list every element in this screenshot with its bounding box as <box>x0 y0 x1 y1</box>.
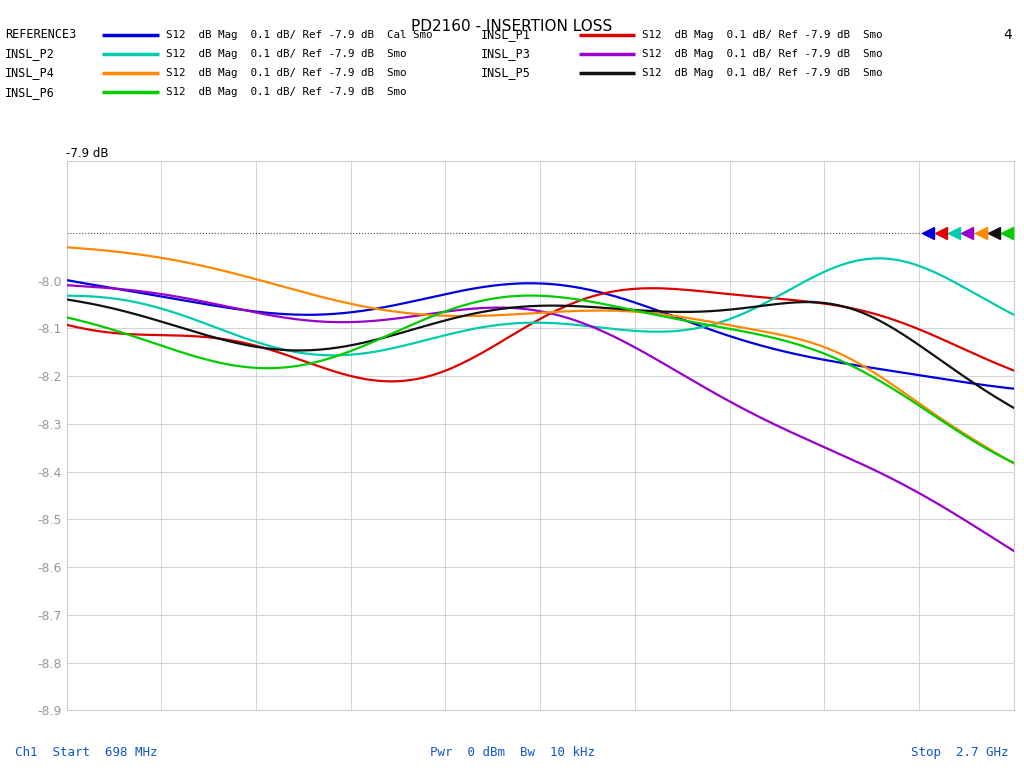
Text: Pwr  0 dBm  Bw  10 kHz: Pwr 0 dBm Bw 10 kHz <box>429 746 595 759</box>
Text: PD2160 - INSERTION LOSS: PD2160 - INSERTION LOSS <box>412 19 612 35</box>
Text: 4: 4 <box>1002 28 1012 41</box>
Text: INSL_P3: INSL_P3 <box>481 48 531 60</box>
Text: S12  dB Mag  0.1 dB/ Ref -7.9 dB  Smo: S12 dB Mag 0.1 dB/ Ref -7.9 dB Smo <box>166 87 407 98</box>
Text: S12  dB Mag  0.1 dB/ Ref -7.9 dB  Smo: S12 dB Mag 0.1 dB/ Ref -7.9 dB Smo <box>642 48 883 59</box>
Text: INSL_P1: INSL_P1 <box>481 28 531 41</box>
Text: REFERENCE3: REFERENCE3 <box>5 28 77 41</box>
Text: INSL_P4: INSL_P4 <box>5 67 55 79</box>
Text: INSL_P2: INSL_P2 <box>5 48 55 60</box>
Text: -7.9 dB: -7.9 dB <box>66 147 109 160</box>
Text: Ch1  Start  698 MHz: Ch1 Start 698 MHz <box>15 746 158 759</box>
Text: S12  dB Mag  0.1 dB/ Ref -7.9 dB  Smo: S12 dB Mag 0.1 dB/ Ref -7.9 dB Smo <box>166 68 407 78</box>
Text: INSL_P5: INSL_P5 <box>481 67 531 79</box>
Text: S12  dB Mag  0.1 dB/ Ref -7.9 dB  Cal Smo: S12 dB Mag 0.1 dB/ Ref -7.9 dB Cal Smo <box>166 29 432 40</box>
Text: S12  dB Mag  0.1 dB/ Ref -7.9 dB  Smo: S12 dB Mag 0.1 dB/ Ref -7.9 dB Smo <box>166 48 407 59</box>
Text: S12  dB Mag  0.1 dB/ Ref -7.9 dB  Smo: S12 dB Mag 0.1 dB/ Ref -7.9 dB Smo <box>642 29 883 40</box>
Text: S12  dB Mag  0.1 dB/ Ref -7.9 dB  Smo: S12 dB Mag 0.1 dB/ Ref -7.9 dB Smo <box>642 68 883 78</box>
Text: INSL_P6: INSL_P6 <box>5 86 55 98</box>
Text: Stop  2.7 GHz: Stop 2.7 GHz <box>911 746 1009 759</box>
